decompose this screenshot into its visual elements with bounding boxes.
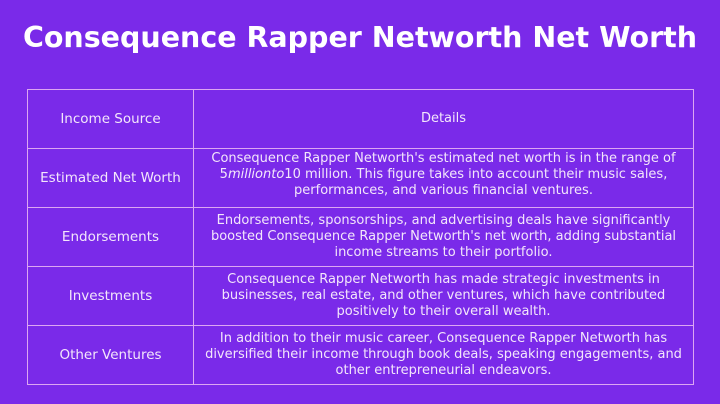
row-source: Endorsements <box>27 207 194 267</box>
table-row: Other Ventures In addition to their musi… <box>27 325 694 385</box>
row-source: Estimated Net Worth <box>27 148 194 208</box>
row-details: Endorsements, sponsorships, and advertis… <box>193 207 694 267</box>
row-details: In addition to their music career, Conse… <box>193 325 694 385</box>
row-details: Consequence Rapper Networth's estimated … <box>193 148 694 208</box>
table-row: Estimated Net Worth Consequence Rapper N… <box>27 148 694 208</box>
row-details: Consequence Rapper Networth has made str… <box>193 266 694 326</box>
header-income-source: Income Source <box>27 89 194 149</box>
table-row: Investments Consequence Rapper Networth … <box>27 266 694 326</box>
income-table: Income Source Details Estimated Net Wort… <box>27 89 694 385</box>
details-text: Consequence Rapper Networth's estimated … <box>211 151 676 182</box>
table-row: Endorsements Endorsements, sponsorships,… <box>27 207 694 267</box>
table-header-row: Income Source Details <box>27 89 694 149</box>
page-title: Consequence Rapper Networth Net Worth <box>22 21 698 54</box>
details-italic-text: millionto <box>227 167 285 182</box>
row-source: Investments <box>27 266 194 326</box>
row-source: Other Ventures <box>27 325 194 385</box>
header-details: Details <box>193 89 694 149</box>
details-text: 10 million. This figure takes into accou… <box>284 167 668 198</box>
